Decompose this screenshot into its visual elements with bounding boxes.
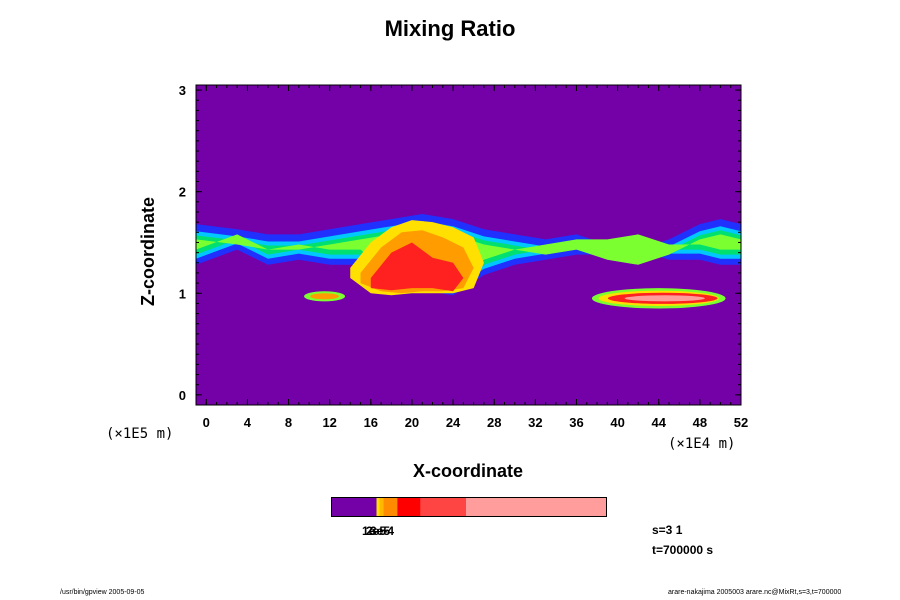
chart-title: Mixing Ratio <box>384 16 516 41</box>
colorbar-label: 1e-5 <box>362 524 387 538</box>
t-value-label: t=700000 s <box>652 543 714 557</box>
y-tick-label: 0 <box>179 388 186 403</box>
y-axis-label: Z-coordinate <box>138 196 158 306</box>
x-axis-label: X-coordinate <box>412 461 523 481</box>
x-scale-label: (×1E4 m) <box>668 436 736 452</box>
colorbar-swatch <box>397 497 421 517</box>
cloud-field <box>196 214 741 309</box>
x-tick-label: 32 <box>528 415 542 430</box>
footer-left: /usr/bin/gpview 2005-09-05 <box>60 589 145 596</box>
x-tick-label: 4 <box>244 415 252 430</box>
lower-right-patch-core <box>624 295 705 302</box>
colorbar-swatch <box>420 497 467 517</box>
colorbar-swatch <box>379 497 384 517</box>
x-tick-label: 44 <box>652 415 667 430</box>
y-tick-label: 3 <box>179 83 186 98</box>
info-panel: s=3 1 t=700000 s <box>652 520 713 560</box>
x-tick-label: 8 <box>285 415 292 430</box>
x-tick-label: 40 <box>610 415 624 430</box>
y-tick-label: 1 <box>179 286 186 301</box>
x-tick-label: 28 <box>487 415 501 430</box>
colorbar-swatch <box>376 497 380 517</box>
footer-right: arare-nakajima 2005003 arare.nc@MixRt,s=… <box>668 589 842 596</box>
x-tick-label: 48 <box>693 415 707 430</box>
colorbar-swatch <box>466 497 607 517</box>
cloud-core-red <box>370 242 464 292</box>
y-scale-label: (×1E5 m) <box>106 426 174 442</box>
colorbar-swatch <box>331 497 377 517</box>
x-tick-label: 0 <box>203 415 210 430</box>
x-tick-label: 36 <box>569 415 583 430</box>
x-tick-label: 24 <box>446 415 461 430</box>
colorbar-swatch <box>383 497 398 517</box>
x-tick-label: 12 <box>322 415 336 430</box>
colorbar <box>331 497 607 517</box>
x-tick-label: 52 <box>734 415 748 430</box>
s-value-label: s=3 1 <box>652 523 683 537</box>
colorbar-label: 3e-4 <box>370 524 395 538</box>
plot-frame <box>195 84 742 406</box>
x-tick-label: 16 <box>364 415 378 430</box>
colorbar-label: 2e-5 <box>366 524 391 538</box>
y-tick-label: 2 <box>179 185 186 200</box>
lower-left-patch-core <box>310 293 339 300</box>
x-tick-label: 20 <box>405 415 419 430</box>
colorbar-frame <box>331 497 607 517</box>
